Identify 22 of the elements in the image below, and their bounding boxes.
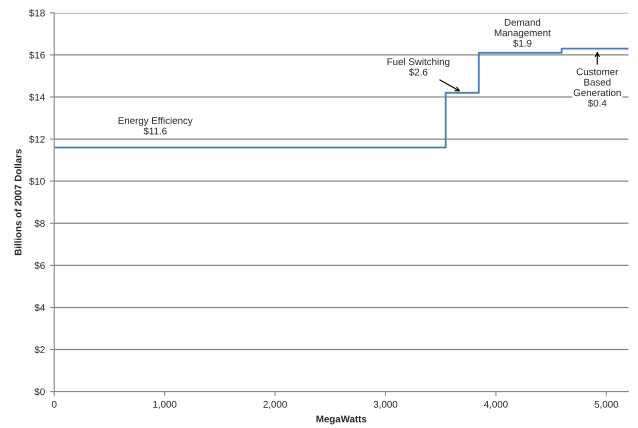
x-tick-label: 3,000 xyxy=(374,400,398,409)
y-tick-label: $18 xyxy=(29,9,45,18)
annotation: Demand Management $1.9 xyxy=(494,18,551,48)
y-tick-label: $14 xyxy=(29,93,45,102)
y-tick-label: $0 xyxy=(34,388,45,396)
x-tick-label: 5,000 xyxy=(594,400,618,409)
y-tick-label: $4 xyxy=(34,304,45,312)
x-tick-label: 2,000 xyxy=(263,400,287,409)
annotation: Customer Based Generation $0.4 xyxy=(574,68,621,108)
y-tick-label: $2 xyxy=(34,346,45,354)
annotation: Fuel Switching $2.6 xyxy=(388,58,450,76)
y-tick-label: $16 xyxy=(29,51,45,60)
y-tick-label: $6 xyxy=(34,262,45,270)
x-tick-label: 4,000 xyxy=(484,400,508,409)
y-tick-label: $12 xyxy=(29,135,45,144)
y-axis-title: Billions of 2007 Dollars xyxy=(14,149,22,256)
y-tick-label: $8 xyxy=(34,220,45,228)
x-axis-title: MegaWatts xyxy=(316,416,366,424)
x-tick-label: 0 xyxy=(52,400,57,408)
x-tick-label: 1,000 xyxy=(153,400,176,409)
annotation: Energy Efficiency $11.6 xyxy=(118,116,193,136)
y-tick-label: $10 xyxy=(29,178,45,186)
